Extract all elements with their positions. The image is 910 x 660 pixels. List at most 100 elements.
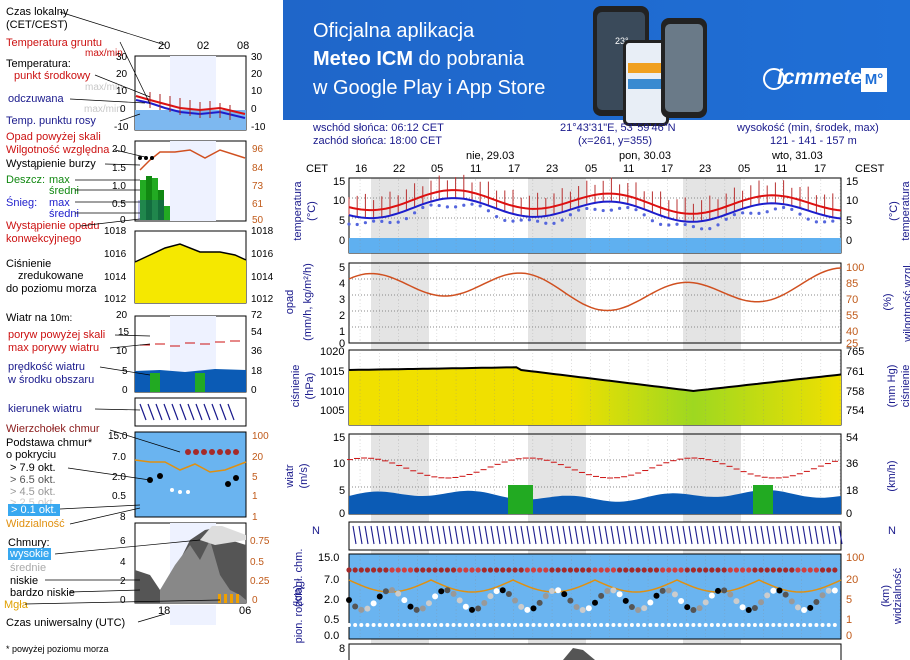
legend-soil-temp: Temperatura gruntu — [6, 37, 102, 49]
vis-axis-unit: (km) — [880, 585, 892, 607]
dew-point-dot — [724, 217, 728, 221]
cloud-base-dot — [628, 604, 635, 611]
dew-point-dot — [593, 207, 597, 211]
lg-ct-15: 15.0 — [108, 431, 128, 442]
dir-north-label: N — [312, 525, 320, 537]
cloud-top-dot — [740, 567, 746, 573]
lg-covr-05: 0.5 — [250, 557, 264, 568]
cloud-top-dot — [629, 567, 635, 573]
lg-pt-15: 1.5 — [112, 163, 126, 174]
cloud-low-dot — [697, 623, 702, 627]
cloud-top-dot — [407, 567, 414, 573]
legend-cloud-base: Podstawa chmur* — [6, 437, 93, 449]
cloud-low-dot — [347, 623, 351, 627]
legend-graphics — [24, 11, 247, 625]
cloud-base-dot — [770, 587, 777, 594]
cloud-base-dot — [382, 588, 389, 595]
temp-tick: 5 — [339, 215, 346, 227]
legend-okt-65: > 6.5 okt. — [10, 474, 56, 486]
cloud-low-dot — [494, 623, 499, 627]
cloud-low-dot — [476, 623, 481, 627]
dew-point-dot — [503, 218, 507, 223]
cloud-low-dot — [629, 623, 634, 627]
lg-wt-10: 10 — [116, 346, 128, 357]
cloud-base-dot — [352, 603, 359, 610]
wind-arrow — [730, 525, 735, 545]
cloud-low-dot — [765, 623, 770, 627]
cloud-low-dot — [795, 623, 800, 627]
lg-cov-0: 0 — [120, 595, 126, 606]
press-tick-r: 754 — [846, 405, 865, 417]
cloud-top-dot — [586, 567, 592, 573]
cloud-top-dot — [727, 567, 733, 573]
cloud-low-dot — [568, 623, 573, 627]
cloud-top-dot — [494, 567, 500, 573]
cloud-tick: 7.0 — [324, 574, 340, 586]
cloud-base-dot — [499, 587, 506, 594]
dew-point-dot — [495, 214, 499, 219]
wind-arrow — [670, 525, 675, 545]
cloud-top-dot — [500, 567, 506, 573]
wind-arrow — [532, 525, 537, 545]
dew-point-dot — [363, 221, 367, 225]
wind-arrow — [736, 525, 741, 545]
elevation-values: 121 - 141 - 157 m — [770, 135, 857, 147]
wind-arrow — [640, 525, 645, 545]
cloud-base-dot — [518, 603, 525, 610]
cloud-low-dot — [549, 623, 554, 627]
wind-arrow — [598, 525, 603, 545]
cloud-base-dot — [708, 592, 715, 599]
cloud-base-dot — [807, 604, 814, 611]
cloud-low-dot — [642, 623, 647, 627]
logo-icon — [763, 68, 785, 90]
cloud-top-dot — [617, 567, 623, 573]
legend-wind-area: w środku obszaru — [8, 374, 95, 386]
wind-arrow — [388, 525, 393, 545]
cloud-top-dot — [561, 567, 567, 573]
cloud-low-dot — [832, 623, 837, 627]
dew-point-dot — [691, 225, 695, 229]
wind-arrow — [622, 525, 627, 545]
legend-wind-h: 10m: — [50, 313, 73, 324]
cloud-base-dot — [831, 587, 838, 594]
cloud-base-dot — [555, 587, 562, 594]
legend-storm: Wystąpienie burzy — [6, 158, 96, 170]
dir-north-label-r: N — [888, 525, 896, 537]
wind-tick: 0 — [339, 508, 346, 520]
cloud-base-dot — [481, 600, 488, 607]
legend-high: wysokie — [8, 548, 52, 560]
cloud-low-dot — [365, 623, 370, 627]
cloud-base-dot — [598, 592, 605, 599]
cloud-base-dot — [647, 599, 654, 606]
legend-rain: Deszcz: — [6, 174, 46, 186]
cloud-low-dot — [759, 623, 764, 627]
cloud-top-dot — [709, 567, 715, 573]
lg-ht-50: 50 — [252, 215, 264, 226]
cloud-base-dot — [389, 587, 396, 594]
cloud-top-dot — [512, 567, 518, 573]
promo-banner[interactable]: Oficjalna aplikacja Meteo ICM do pobrani… — [283, 0, 910, 126]
cloud-base-dot — [715, 587, 721, 594]
cloud-top-dot — [733, 567, 740, 573]
cloud-top-dot — [653, 567, 660, 573]
hum-axis-unit: (%) — [882, 293, 894, 311]
lg-vis-8: 8 — [120, 512, 126, 523]
dew-point-dot — [404, 217, 408, 221]
wind-direction-panel — [348, 521, 843, 551]
legend-gust-max: max porywy wiatru — [8, 342, 100, 354]
dew-point-dot — [790, 207, 794, 211]
wind-arrow — [820, 525, 825, 545]
hum-tick: 55 — [846, 310, 859, 322]
cloud-base-dot — [641, 605, 648, 612]
cloud-low-dot — [580, 623, 585, 627]
phone-image-2 — [623, 40, 669, 126]
legend-time-local: Czas lokalny — [6, 6, 69, 18]
wind-arrow — [814, 525, 819, 545]
dew-point-dot — [757, 211, 761, 215]
wind-arrow — [694, 525, 699, 545]
dew-point-dot — [536, 219, 540, 223]
dew-point-dot — [782, 205, 786, 210]
cloud-top-dot — [684, 567, 690, 573]
wind-arrow — [466, 525, 471, 545]
cloud-low-dot — [679, 623, 684, 627]
